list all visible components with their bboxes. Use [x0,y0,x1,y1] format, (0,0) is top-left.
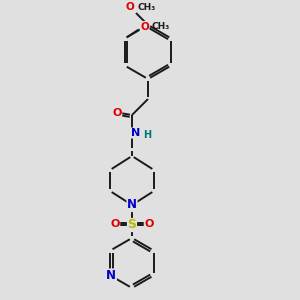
Text: O: O [140,22,149,32]
Text: O: O [112,108,122,118]
Text: CH₃: CH₃ [138,2,156,11]
Text: CH₃: CH₃ [152,22,170,31]
Text: N: N [106,269,116,282]
Text: S: S [128,218,136,232]
Text: O: O [110,219,120,229]
Text: O: O [144,219,154,229]
Text: O: O [126,2,134,12]
Text: N: N [127,199,137,212]
Text: N: N [131,128,141,138]
Text: H: H [143,130,151,140]
